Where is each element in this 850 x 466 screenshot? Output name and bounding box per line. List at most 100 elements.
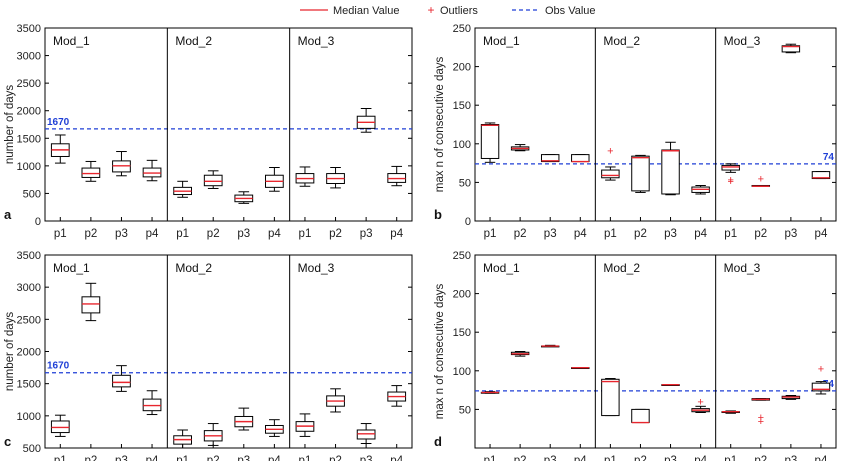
x-tick-label: p3: [784, 455, 797, 461]
box-Mod_3-p1: ++: [721, 163, 740, 188]
box-body: [631, 155, 650, 192]
x-tick-label: p2: [329, 228, 342, 240]
y-tick-label: 3500: [17, 250, 41, 262]
x-tick-label: p2: [329, 455, 342, 461]
box-Mod_1-p4: [571, 367, 590, 370]
x-tick-label: p4: [694, 228, 707, 240]
x-tick-label: p1: [176, 455, 189, 461]
x-tick-label: p1: [724, 228, 737, 240]
box-Mod_3-p4: +: [811, 363, 831, 395]
y-tick-label: 1500: [17, 379, 41, 391]
y-tick-label: 250: [453, 250, 471, 262]
group-label: Mod_1: [483, 261, 520, 275]
box-body: [540, 154, 560, 163]
box-Mod_2-p1: [173, 180, 192, 198]
y-axis-label: number of days: [4, 85, 16, 165]
x-tick-label: p3: [360, 228, 373, 240]
y-tick-label: 2000: [17, 106, 41, 118]
x-tick-label: p2: [514, 228, 527, 240]
x-tick-label: p1: [299, 228, 312, 240]
x-tick-label: p1: [54, 228, 67, 240]
box-Mod_3-p2: [326, 167, 345, 189]
y-tick-label: 250: [453, 23, 471, 35]
box-body: [112, 374, 131, 388]
x-tick-label: p4: [390, 455, 403, 461]
box-body: [81, 296, 101, 314]
x-tick-label: p2: [84, 228, 97, 240]
box-Mod_3-p2: +: [751, 174, 771, 187]
y-axis-label: max n of consecutive days: [434, 56, 446, 192]
chart-panel-c: 500 1000 1500 2000 2500 3000 3500 number of day…: [4, 250, 413, 466]
group-label: Mod_2: [175, 34, 212, 48]
y-tick-label: 200: [453, 289, 471, 301]
y-tick-label: 2000: [17, 347, 41, 359]
x-tick-label: p1: [604, 228, 617, 240]
group-label: Mod_1: [483, 34, 520, 48]
x-tick-label: p4: [694, 455, 707, 461]
plot-frame: [474, 254, 837, 449]
box-Mod_1-p3: [540, 154, 560, 163]
x-tick-label: p1: [724, 455, 737, 461]
box-Mod_3-p2: [326, 388, 345, 413]
box-Mod_2-p2: [203, 170, 223, 189]
plot-frame: [474, 27, 837, 222]
box-Mod_3-p3: [781, 43, 801, 54]
box-Mod_3-p3: [356, 108, 376, 133]
box-body: [631, 408, 650, 424]
legend-outlier-label: Outliers: [440, 5, 478, 17]
box-Mod_1-p4: [571, 154, 590, 163]
box-Mod_3-p1: [295, 166, 315, 187]
x-tick-label: p2: [207, 455, 220, 461]
box-body: [571, 154, 590, 163]
outlier-marker: +: [607, 146, 613, 158]
box-Mod_2-p4: [691, 184, 710, 195]
x-tick-label: p4: [390, 228, 403, 240]
box-body: [480, 124, 500, 159]
box-body: [661, 149, 680, 195]
obs-value-label: 1670: [47, 117, 70, 128]
x-tick-label: p1: [176, 228, 189, 240]
x-tick-label: p1: [484, 228, 497, 240]
box-Mod_2-p3: [234, 191, 254, 204]
box-body: [601, 169, 620, 179]
y-tick-label: 2500: [17, 314, 41, 326]
x-tick-label: p4: [574, 455, 587, 461]
x-tick-label: p4: [815, 455, 828, 461]
box-Mod_2-p3: [661, 383, 680, 386]
box-Mod_2-p1: +: [601, 146, 620, 181]
y-tick-label: 0: [35, 216, 41, 228]
box-Mod_3-p3: [781, 395, 801, 400]
y-tick-label: 50: [459, 177, 471, 189]
panel-label: b: [434, 207, 442, 222]
y-tick-label: 3000: [17, 282, 41, 294]
group-label: Mod_3: [298, 34, 335, 48]
legend: Median Value + Outliers Obs Value: [300, 3, 596, 17]
group-label: Mod_2: [175, 261, 212, 275]
box-Mod_1-p4: [142, 390, 162, 416]
box-Mod_1-p2: [81, 282, 101, 322]
legend-median-label: Median Value: [333, 5, 399, 17]
x-tick-label: p2: [84, 455, 97, 461]
outlier-marker: +: [727, 176, 733, 188]
group-label: Mod_1: [53, 261, 90, 275]
x-tick-label: p2: [634, 455, 647, 461]
box-Mod_2-p2: [203, 423, 223, 446]
box-Mod_1-p3: [540, 344, 560, 348]
box-body: [781, 45, 801, 53]
box-Mod_1-p1: [50, 134, 70, 164]
outlier-marker: +: [758, 412, 764, 424]
x-tick-label: p4: [268, 455, 281, 461]
outlier-marker: +: [758, 174, 764, 186]
group-label: Mod_2: [603, 34, 640, 48]
plot-frame: [44, 27, 413, 222]
panel-label: d: [434, 434, 442, 449]
y-tick-label: 100: [453, 366, 471, 378]
obs-value-label: 1670: [47, 361, 70, 372]
outlier-marker: +: [697, 397, 703, 409]
x-tick-label: p4: [146, 228, 159, 240]
box-body: [721, 164, 740, 171]
x-tick-label: p1: [54, 455, 67, 461]
outlier-marker: +: [727, 174, 733, 186]
box-Mod_1-p1: [480, 122, 500, 163]
x-tick-label: p2: [754, 228, 767, 240]
